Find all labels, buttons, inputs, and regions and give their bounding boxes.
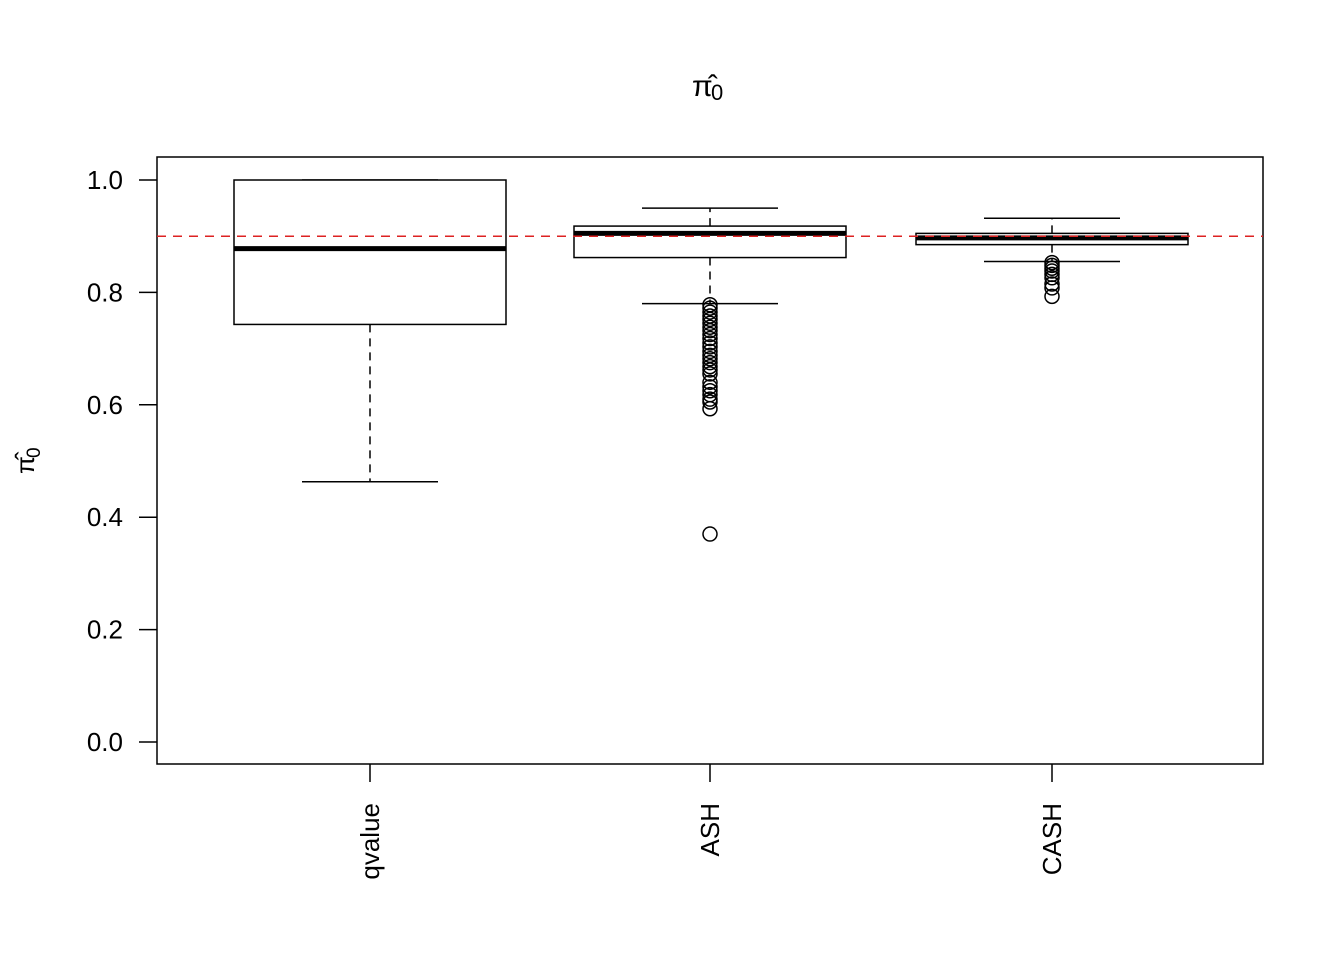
x-tick-label: CASH — [1037, 803, 1067, 875]
outlier-point — [702, 379, 718, 395]
outlier-point — [702, 335, 718, 351]
outlier-point — [702, 319, 718, 335]
x-axis: qvalue ASH CASH — [355, 764, 1067, 880]
outlier-point — [702, 350, 718, 367]
outlier-point — [702, 400, 718, 417]
y-axis-label-main: π̂ — [10, 451, 40, 474]
y-tick-label: 0.4 — [87, 502, 123, 532]
box-ASH — [573, 207, 847, 542]
box-series — [233, 179, 1189, 542]
y-tick-label: 1.0 — [87, 165, 123, 195]
chart-title-subscript: 0 — [711, 80, 723, 105]
outlier-point — [702, 383, 718, 399]
y-tick-label: 0.0 — [87, 727, 123, 757]
outlier-point — [702, 300, 718, 316]
outlier-point — [702, 354, 718, 371]
outlier-point — [1044, 263, 1060, 279]
outlier-point — [702, 362, 718, 378]
outlier-point — [702, 304, 718, 320]
outlier-point — [702, 339, 718, 355]
outlier-point — [702, 322, 718, 339]
outlier-point — [702, 311, 718, 328]
box-iqr — [233, 179, 507, 326]
outlier-point — [702, 374, 718, 391]
y-axis: 0.0 0.2 0.4 0.6 0.8 1.0 — [87, 165, 157, 757]
outlier-point — [702, 330, 718, 347]
box-iqr — [573, 225, 847, 259]
y-tick-label: 0.6 — [87, 390, 123, 420]
outlier-point — [702, 326, 718, 343]
outlier-point — [702, 343, 718, 360]
outlier-point — [1044, 270, 1060, 286]
outlier-point — [702, 394, 718, 410]
x-tick-label: ASH — [695, 803, 725, 856]
outlier-point — [702, 526, 718, 542]
y-axis-label: π̂ 0 — [10, 447, 45, 474]
chart-title: π̂ 0 — [692, 70, 723, 105]
y-tick-label: 0.8 — [87, 277, 123, 307]
y-tick-label: 0.2 — [87, 615, 123, 645]
x-tick-label: qvalue — [355, 803, 385, 880]
box-CASH — [915, 217, 1189, 305]
outlier-point — [702, 358, 718, 375]
outlier-point — [1044, 280, 1060, 296]
outlier-point — [1044, 276, 1060, 292]
outlier-point — [702, 366, 718, 382]
outlier-point — [1044, 288, 1060, 305]
outlier-point — [702, 315, 718, 332]
y-axis-label-subscript: 0 — [24, 447, 45, 458]
box-qvalue — [233, 179, 507, 483]
